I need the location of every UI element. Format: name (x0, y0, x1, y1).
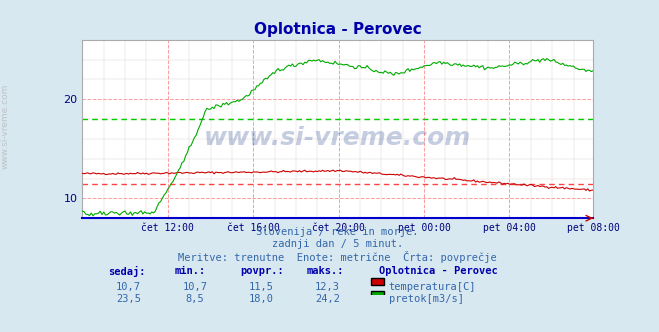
Text: maks.:: maks.: (307, 266, 345, 276)
Text: 11,5: 11,5 (248, 282, 273, 291)
Title: Oplotnica - Perovec: Oplotnica - Perovec (254, 22, 422, 37)
Text: pretok[m3/s]: pretok[m3/s] (389, 294, 464, 304)
Text: 8,5: 8,5 (185, 294, 204, 304)
Text: temperatura[C]: temperatura[C] (389, 282, 476, 291)
Text: sedaj:: sedaj: (108, 266, 146, 277)
Text: Oplotnica - Perovec: Oplotnica - Perovec (378, 266, 498, 276)
Text: www.si-vreme.com: www.si-vreme.com (204, 126, 471, 150)
FancyBboxPatch shape (371, 291, 384, 298)
Text: 23,5: 23,5 (116, 294, 141, 304)
Text: www.si-vreme.com: www.si-vreme.com (1, 83, 10, 169)
FancyBboxPatch shape (371, 279, 384, 286)
Text: 24,2: 24,2 (315, 294, 340, 304)
Text: 18,0: 18,0 (248, 294, 273, 304)
Text: min.:: min.: (174, 266, 206, 276)
Text: 10,7: 10,7 (116, 282, 141, 291)
Text: Slovenija / reke in morje.
zadnji dan / 5 minut.
Meritve: trenutne  Enote: metri: Slovenija / reke in morje. zadnji dan / … (179, 227, 497, 263)
Text: 12,3: 12,3 (315, 282, 340, 291)
Text: 10,7: 10,7 (183, 282, 207, 291)
Text: povpr.:: povpr.: (241, 266, 285, 276)
